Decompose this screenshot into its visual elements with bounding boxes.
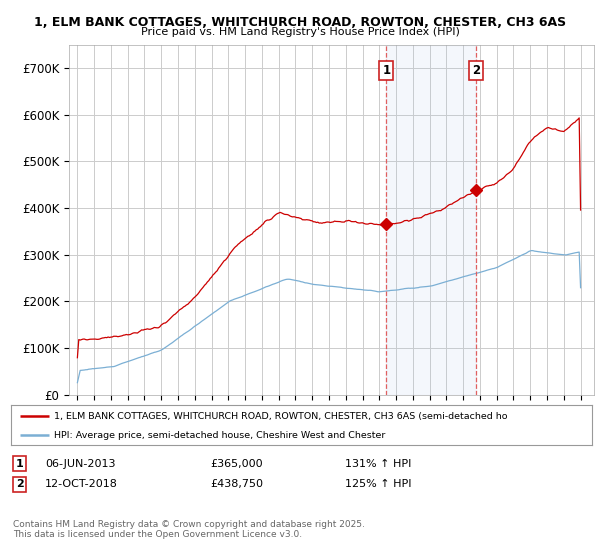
Text: 2: 2 xyxy=(472,64,481,77)
Bar xyxy=(386,45,476,395)
Text: 12-OCT-2018: 12-OCT-2018 xyxy=(45,479,118,489)
Text: Contains HM Land Registry data © Crown copyright and database right 2025.
This d: Contains HM Land Registry data © Crown c… xyxy=(13,520,365,539)
Text: 131% ↑ HPI: 131% ↑ HPI xyxy=(345,459,412,469)
Text: £365,000: £365,000 xyxy=(210,459,263,469)
Text: 1, ELM BANK COTTAGES, WHITCHURCH ROAD, ROWTON, CHESTER, CH3 6AS: 1, ELM BANK COTTAGES, WHITCHURCH ROAD, R… xyxy=(34,16,566,29)
Text: 125% ↑ HPI: 125% ↑ HPI xyxy=(345,479,412,489)
Text: £438,750: £438,750 xyxy=(210,479,263,489)
Text: 1, ELM BANK COTTAGES, WHITCHURCH ROAD, ROWTON, CHESTER, CH3 6AS (semi-detached h: 1, ELM BANK COTTAGES, WHITCHURCH ROAD, R… xyxy=(55,412,508,421)
Text: 1: 1 xyxy=(382,64,391,77)
Text: HPI: Average price, semi-detached house, Cheshire West and Chester: HPI: Average price, semi-detached house,… xyxy=(55,431,386,440)
Text: 2: 2 xyxy=(16,479,23,489)
Text: 06-JUN-2013: 06-JUN-2013 xyxy=(45,459,115,469)
Text: 1: 1 xyxy=(16,459,23,469)
Text: Price paid vs. HM Land Registry's House Price Index (HPI): Price paid vs. HM Land Registry's House … xyxy=(140,27,460,37)
